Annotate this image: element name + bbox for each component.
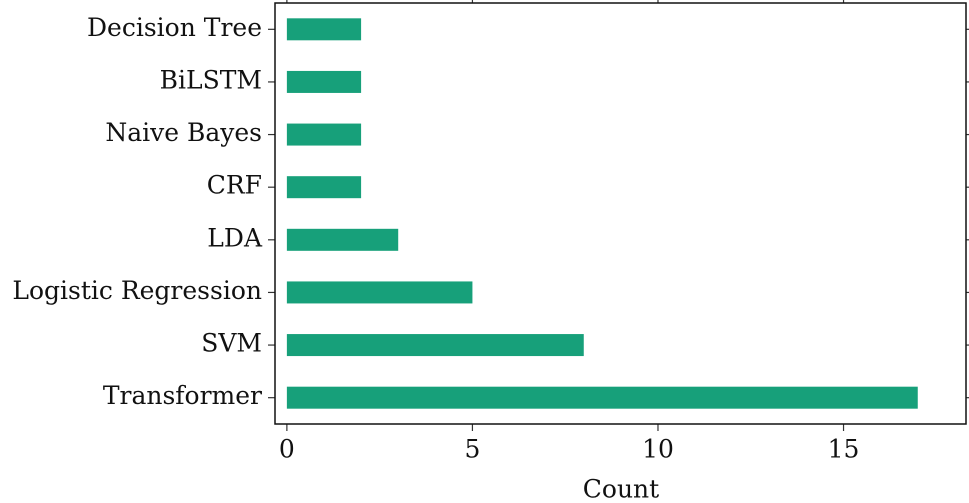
y-tick-label: SVM	[201, 329, 262, 358]
bar	[286, 281, 473, 304]
x-tick-label: 10	[642, 435, 674, 464]
bar	[286, 176, 362, 199]
bar	[286, 228, 399, 251]
x-tick-label: 0	[279, 435, 295, 464]
y-tick-label: Logistic Regression	[12, 276, 262, 305]
bar	[286, 123, 362, 146]
bar	[286, 386, 918, 409]
x-tick-label: 15	[828, 435, 860, 464]
x-tick-label: 5	[464, 435, 480, 464]
plot-frame	[274, 2, 967, 425]
y-tick-label: Naive Bayes	[105, 118, 262, 147]
y-tick-label: Transformer	[103, 381, 262, 410]
bar	[286, 70, 362, 93]
y-tick-label: BiLSTM	[160, 65, 262, 94]
y-tick-label: CRF	[207, 171, 262, 200]
bar	[286, 18, 362, 41]
y-tick-label: Decision Tree	[87, 13, 262, 42]
y-tick-label: LDA	[207, 223, 263, 252]
bar	[286, 334, 584, 357]
x-axis-label: Count	[583, 475, 659, 503]
